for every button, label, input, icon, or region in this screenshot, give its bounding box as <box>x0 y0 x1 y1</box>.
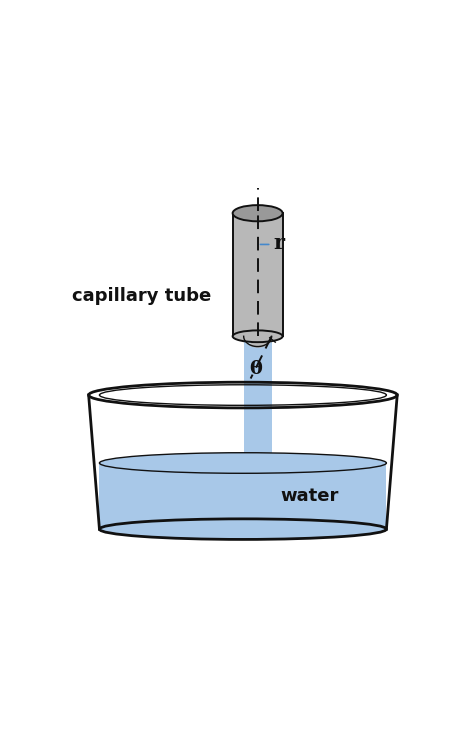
Bar <box>233 213 283 337</box>
Ellipse shape <box>100 453 386 473</box>
Bar <box>244 337 272 340</box>
Ellipse shape <box>233 331 283 343</box>
Text: θ: θ <box>249 360 262 379</box>
Bar <box>244 337 272 463</box>
Text: r: r <box>273 233 284 253</box>
Bar <box>100 463 386 529</box>
Text: capillary tube: capillary tube <box>72 287 211 305</box>
Ellipse shape <box>233 205 283 221</box>
Ellipse shape <box>100 519 386 539</box>
Polygon shape <box>244 337 254 345</box>
Text: water: water <box>280 487 338 505</box>
